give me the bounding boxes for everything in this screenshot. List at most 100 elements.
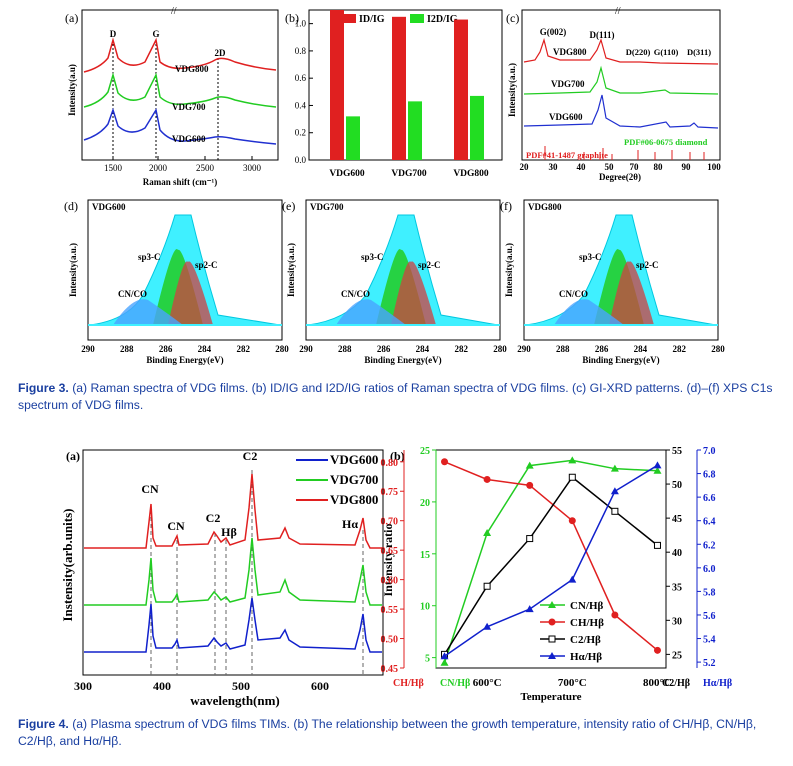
raman-xtick: 1500 [104, 163, 123, 173]
ratio-axis-tick: 20 [420, 498, 430, 509]
ratio-point [568, 456, 577, 464]
legend-label-id-ig: ID/IG [359, 14, 385, 25]
plasma-legend: VDG600 VDG700 VDG800 [296, 452, 378, 507]
ratio-axis-tick: 35 [672, 582, 682, 593]
panel-c-xlabel: Degree(2θ) [599, 172, 641, 182]
plasma-curve-vdg700 [84, 537, 382, 606]
axis-label-c2: C2/Hβ [662, 678, 690, 689]
xps-xtick: 288 [556, 344, 570, 354]
ratio-series-line [443, 459, 658, 664]
xps-sp2-peak [168, 261, 213, 325]
xps-xtick: 284 [198, 344, 212, 354]
xrd-peak-g110: G(110) [654, 47, 679, 57]
xps-xtick: 280 [711, 344, 725, 354]
line-label-c2-2: C2 [243, 449, 258, 463]
ratio-axis-tick: 0.65 [381, 546, 399, 557]
xps-ylabel: Intensity(a.u.) [286, 243, 296, 297]
ratio-legend-label: CN/Hβ [570, 600, 604, 612]
ratio-axis-tick: 45 [672, 514, 682, 525]
ratio-point [568, 473, 576, 481]
ratio-series-line [443, 476, 658, 655]
ratio-point [653, 461, 662, 469]
legend-vdg700: VDG700 [330, 472, 378, 487]
xrd-label-vdg800: VDG800 [553, 47, 587, 57]
xrd-xtick: 40 [577, 162, 587, 172]
ratio-category: VDG600 [329, 169, 365, 179]
line-label-cn-1: CN [141, 482, 159, 496]
xps-panel: (f) VDG800 Intensity(a.u.) 290 288 286 284 282 2… [500, 199, 725, 365]
ratio-axis-tick: 0.70 [381, 517, 399, 528]
ratio-category: VDG700 [391, 169, 427, 179]
xrd-curve-vdg700 [523, 65, 719, 95]
ratio-axis-tick: 6.2 [703, 540, 716, 551]
xrd-peak-d311: D(311) [687, 47, 711, 57]
ratio-axis-tick: 25 [420, 446, 430, 457]
ratio-axis-tick: 50 [672, 480, 682, 491]
ratio-axis-tick: 55 [672, 446, 682, 457]
ratio-xtick: 800°C [643, 677, 672, 689]
xrd-label-vdg600: VDG600 [549, 112, 583, 122]
fig4-panel-a-xlabel: wavelength(nm) [190, 693, 280, 708]
xps-label-cnco: CN/CO [341, 289, 370, 299]
raman-curve-vdg700 [83, 72, 277, 108]
ratio-axis-tick: 0.60 [381, 576, 399, 587]
figure-3: (a) Intensity(a.u) 1500 2000 2500 3000 Rama… [64, 6, 725, 365]
raman-peak-g: G [152, 29, 159, 39]
xps-panel-label: (d) [64, 199, 78, 213]
xps-label-cnco: CN/CO [559, 289, 588, 299]
raman-xtick: 3000 [243, 163, 262, 173]
legend-vdg600: VDG600 [330, 452, 378, 467]
xps-panels: (d) VDG600 Intensity(a.u.) 290 288 286 284 282 2… [64, 199, 725, 365]
xrd-xtick: 80 [654, 162, 664, 172]
raman-xtick: 2000 [149, 163, 168, 173]
panel-b-bars [330, 10, 484, 161]
plasma-xtick: 600 [311, 679, 329, 693]
xps-cnco-peak [113, 299, 183, 325]
legend-swatch-i2d-ig [410, 14, 424, 23]
xrd-xtick: 30 [549, 162, 559, 172]
panel-b-yticks: 0.0 0.2 0.4 0.6 0.8 1.0 [295, 19, 313, 165]
ratio-axis-tick: 0.50 [381, 635, 399, 646]
raman-curve-vdg600 [83, 107, 277, 145]
ratio-axis-tick: 0.75 [381, 487, 399, 498]
ratio-axis-tick: 6.6 [703, 493, 716, 504]
xps-cnco-peak [336, 299, 406, 325]
xrd-xtick: 90 [682, 162, 692, 172]
plasma-xtick: 400 [153, 679, 171, 693]
ratio-axis-tick: 25 [672, 650, 682, 661]
fig4-panel-b-axes: 0.45 0.50 0.55 0.60 0.65 0.70 0.75 0.80 5 10 15 20 2… [381, 446, 716, 689]
ratio-axis-tick: 0.55 [381, 605, 399, 616]
figure-3-caption-label: Figure 3. [18, 381, 69, 395]
xps-label-sp3: sp3-C [361, 252, 384, 262]
xrd-peak-d220: D(220) [626, 47, 651, 57]
ratio-ytick: 0.6 [295, 73, 307, 83]
panel-b-label: (b) [285, 11, 299, 25]
ratio-legend-label: CH/Hβ [570, 617, 604, 629]
xrd-xtick: 100 [707, 162, 721, 172]
figure-3-caption: Figure 3. (a) Raman spectra of VDG films… [18, 380, 788, 414]
xps-label-sp3: sp3-C [579, 252, 602, 262]
fig4-panel-b-ylabel: Intensity ratio [381, 524, 395, 597]
axis-label-ha: Hα/Hβ [703, 678, 732, 689]
xps-xtick: 288 [120, 344, 134, 354]
panel-b-ratios: (b) Intensity ratio 0.45 0.50 0.55 0.60 0.65… [381, 446, 733, 703]
line-label-halpha: Hα [342, 517, 358, 531]
panel-b-categories: VDG600 VDG700 VDG800 [329, 169, 489, 179]
ratio-axis-tick: 15 [420, 550, 430, 561]
fig4-panel-a-label: (a) [66, 449, 80, 463]
xrd-curve-vdg600 [523, 94, 719, 129]
ratio-point [610, 487, 619, 495]
panel-a-xlabel: Raman shift (cm⁻¹) [143, 177, 217, 187]
ratio-point [653, 466, 662, 474]
figure-4: (a) Instensity(arb.units) 300 400 500 600 w… [60, 446, 733, 708]
ratio-axis-tick: 6.8 [703, 470, 716, 481]
panel-c-xticks: 20 30 40 50 70 80 90 100 [520, 162, 722, 172]
xrd-xtick: 20 [520, 162, 530, 172]
panel-c-ylabel: Intensity(a.u.) [507, 63, 517, 117]
xps-xtick: 290 [517, 344, 531, 354]
raman-curve-vdg800 [83, 37, 277, 73]
figure-4-caption-text: (a) Plasma spectrum of VDG films TIMs. (… [18, 717, 757, 748]
ratio-axis-tick: 6.4 [703, 517, 716, 528]
ratio-point [440, 652, 449, 660]
ratio-point [441, 458, 449, 466]
